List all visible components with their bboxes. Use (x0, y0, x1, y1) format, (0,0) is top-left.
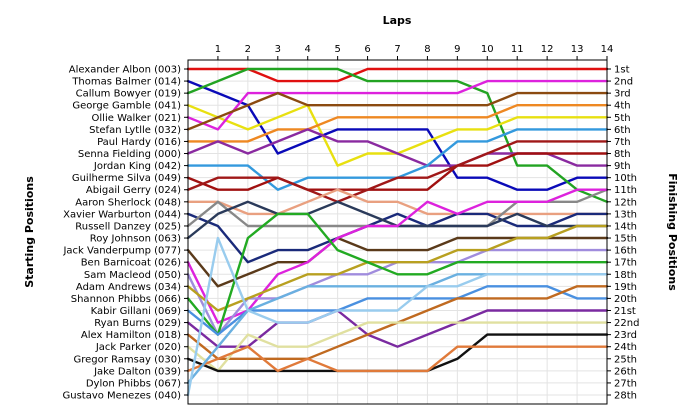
starting-position-label: Sam Macleod (050) (84, 270, 181, 281)
series-line-6 (186, 91, 609, 131)
series-lines (186, 67, 609, 397)
series-line-2 (186, 79, 609, 191)
x-tick-label: 4 (305, 44, 311, 55)
finishing-position-label: 23rd (614, 330, 637, 341)
starting-position-labels: Alexander Albon (003)Thomas Balmer (014)… (62, 65, 181, 402)
x-tick-label: 2 (245, 44, 251, 55)
starting-position-label: Abigail Gerry (024) (86, 185, 181, 196)
finishing-position-label: 13th (614, 209, 637, 220)
starting-position-label: Aaron Sherlock (048) (75, 197, 181, 208)
x-tick-label: 5 (334, 44, 340, 55)
finishing-position-label: 8th (614, 149, 631, 160)
finishing-position-label: 6th (614, 125, 631, 136)
finishing-position-label: 20th (614, 294, 637, 305)
starting-position-label: Ryan Burns (029) (94, 318, 181, 329)
series-line-10 (186, 152, 609, 191)
finishing-position-label: 24th (614, 342, 637, 353)
series-line-5 (186, 79, 609, 131)
starting-position-label: Gregor Ramsay (030) (74, 354, 182, 365)
x-tick-label: 12 (541, 44, 554, 55)
finishing-position-label: 28th (614, 391, 637, 402)
series-line-11 (186, 140, 609, 204)
starting-position-label: Alexander Albon (003) (69, 65, 181, 76)
finishing-position-label: 25th (614, 354, 637, 365)
starting-position-label: Russell Danzey (025) (75, 221, 181, 232)
finishing-position-label: 18th (614, 270, 637, 281)
starting-position-label: Xavier Warburton (044) (63, 209, 181, 220)
starting-position-label: Guilherme Silva (049) (72, 173, 181, 184)
x-tick-labels: 1 2 3 4 5 6 7 8 9 10 11 12 13 14 (215, 44, 614, 60)
x-tick-label: 7 (394, 44, 400, 55)
finishing-position-label: 19th (614, 282, 637, 293)
finishing-position-label: 12th (614, 197, 637, 208)
finishing-position-label: 3rd (614, 89, 631, 100)
series-line-12 (186, 188, 609, 216)
right-axis-title: Finishing Positions (666, 173, 679, 291)
starting-position-label: Alex Hamilton (018) (81, 330, 181, 341)
x-tick-label: 13 (571, 44, 584, 55)
finishing-position-label: 9th (614, 161, 631, 172)
starting-position-label: Callum Bowyer (019) (76, 89, 181, 100)
series-line-13 (186, 212, 609, 264)
x-tick-label: 11 (511, 44, 524, 55)
starting-position-label: Jack Parker (020) (95, 342, 181, 353)
series-line-21 (186, 285, 609, 336)
series-line-1 (186, 67, 609, 83)
series-line-28 (186, 236, 609, 397)
finishing-position-label: 4th (614, 101, 631, 112)
x-tick-label: 6 (364, 44, 370, 55)
starting-position-label: Kabir Gillani (069) (91, 306, 181, 317)
x-tick-label: 9 (454, 44, 460, 55)
finishing-position-labels: 1st2nd3rd4th5th6th7th8th9th10th11th12th1… (614, 65, 639, 402)
finishing-position-label: 2nd (614, 77, 633, 88)
starting-position-label: Paul Hardy (016) (97, 137, 181, 148)
series-line-7 (186, 103, 609, 143)
finishing-position-label: 7th (614, 137, 631, 148)
starting-position-label: Adam Andrews (034) (76, 282, 181, 293)
starting-position-label: Ollie Walker (021) (92, 113, 182, 124)
series-line-19 (186, 224, 609, 312)
series-line-26 (186, 345, 609, 373)
starting-position-label: Thomas Balmer (014) (71, 77, 181, 88)
x-tick-label: 3 (275, 44, 281, 55)
starting-position-label: Jake Dalton (039) (93, 366, 181, 377)
finishing-position-label: 16th (614, 246, 637, 257)
left-axis-title: Starting Positions (23, 176, 36, 288)
series-line-20 (186, 212, 609, 336)
finishing-position-label: 1st (614, 65, 630, 76)
finishing-position-label: 15th (614, 234, 637, 245)
series-line-3 (186, 67, 609, 204)
starting-position-label: George Gamble (041) (72, 101, 181, 112)
finishing-position-label: 21st (614, 306, 636, 317)
starting-position-label: Shannon Phibbs (066) (71, 294, 181, 305)
finishing-position-label: 10th (614, 173, 637, 184)
x-tick-label: 1 (215, 44, 221, 55)
starting-position-label: Jordan King (042) (93, 161, 181, 172)
starting-position-label: Gustavo Menezes (040) (62, 391, 181, 402)
starting-position-label: Senna Fielding (000) (78, 149, 181, 160)
finishing-position-label: 11th (614, 185, 637, 196)
finishing-position-label: 22nd (614, 318, 639, 329)
starting-position-label: Roy Johnson (063) (90, 234, 181, 245)
finishing-position-label: 26th (614, 366, 637, 377)
finishing-position-label: 14th (614, 221, 637, 232)
starting-position-label: Ben Barnicoat (026) (81, 258, 181, 269)
x-tick-label: 8 (424, 44, 430, 55)
x-axis-title: Laps (383, 14, 412, 27)
x-tick-label: 10 (481, 44, 494, 55)
series-line-24 (186, 321, 609, 373)
starting-position-label: Stefan Lytlle (032) (89, 125, 181, 136)
finishing-position-label: 27th (614, 378, 637, 389)
finishing-position-label: 5th (614, 113, 631, 124)
starting-position-label: Dylon Phibbs (067) (86, 378, 181, 389)
x-tick-label: 14 (601, 44, 614, 55)
starting-position-label: Jack Vanderpump (077) (62, 246, 181, 257)
finishing-position-label: 17th (614, 258, 637, 269)
